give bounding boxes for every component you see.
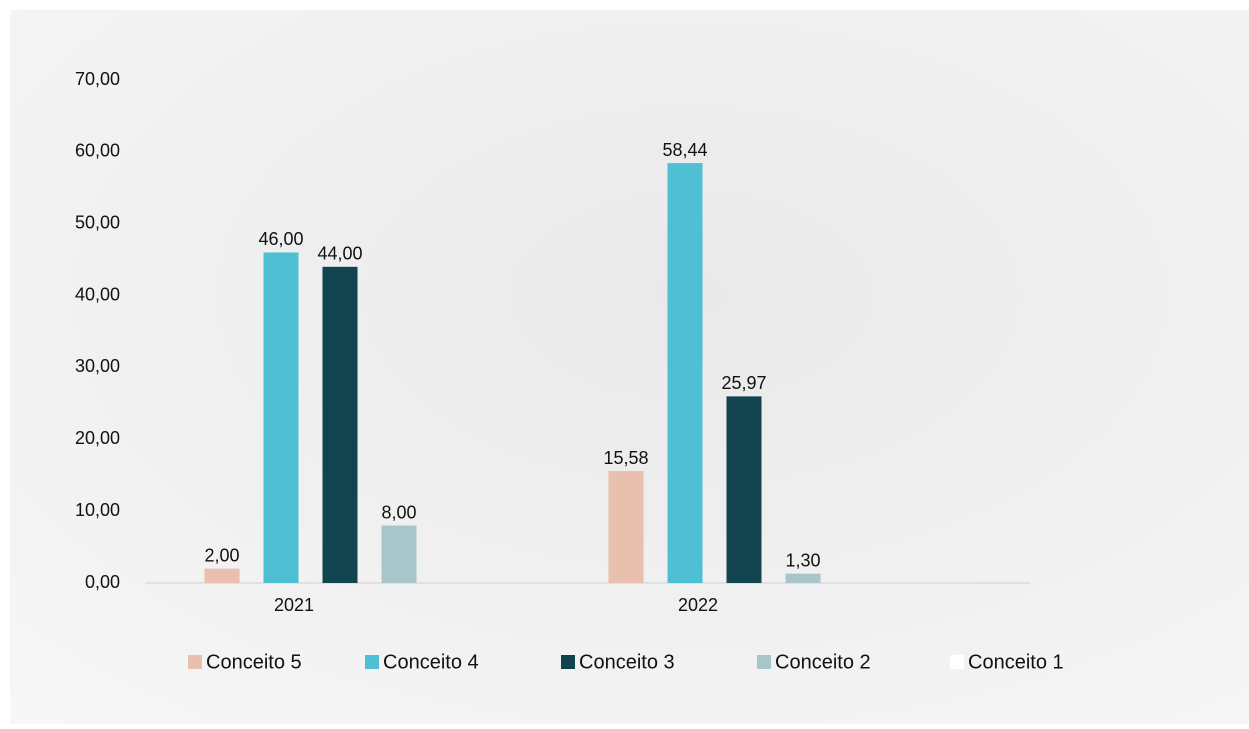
y-tick-label: 20,00 (75, 428, 120, 448)
bar (785, 573, 821, 583)
data-label: 2,00 (204, 545, 239, 565)
data-label: 1,30 (785, 550, 820, 570)
bar (667, 163, 703, 583)
legend-label: Conceito 3 (579, 651, 675, 673)
bar (204, 568, 240, 583)
y-tick-label: 40,00 (75, 284, 120, 304)
legend-label: Conceito 4 (383, 651, 479, 673)
data-label: 8,00 (381, 502, 416, 522)
legend-label: Conceito 2 (775, 651, 871, 673)
data-label: 25,97 (721, 373, 766, 393)
legend-swatch (365, 655, 379, 669)
bar (726, 396, 762, 583)
bar (322, 266, 358, 583)
y-tick-label: 60,00 (75, 141, 120, 161)
data-label: 15,58 (603, 448, 648, 468)
bar (381, 525, 417, 583)
data-label: 44,00 (317, 244, 362, 264)
legend-swatch (561, 655, 575, 669)
legend-label: Conceito 1 (968, 651, 1064, 673)
bar (608, 471, 644, 583)
data-label: 58,44 (662, 140, 707, 160)
y-tick-label: 30,00 (75, 356, 120, 376)
y-tick-label: 10,00 (75, 500, 120, 520)
y-tick-label: 50,00 (75, 212, 120, 232)
background (10, 10, 1249, 724)
y-tick-label: 0,00 (85, 572, 120, 592)
x-tick-label: 2021 (274, 595, 314, 615)
y-tick-label: 70,00 (75, 69, 120, 89)
data-label: 46,00 (258, 229, 303, 249)
x-tick-label: 2022 (678, 595, 718, 615)
bar (263, 252, 299, 583)
legend-swatch (188, 655, 202, 669)
legend-swatch (950, 655, 964, 669)
legend-swatch (757, 655, 771, 669)
legend-label: Conceito 5 (206, 651, 302, 673)
